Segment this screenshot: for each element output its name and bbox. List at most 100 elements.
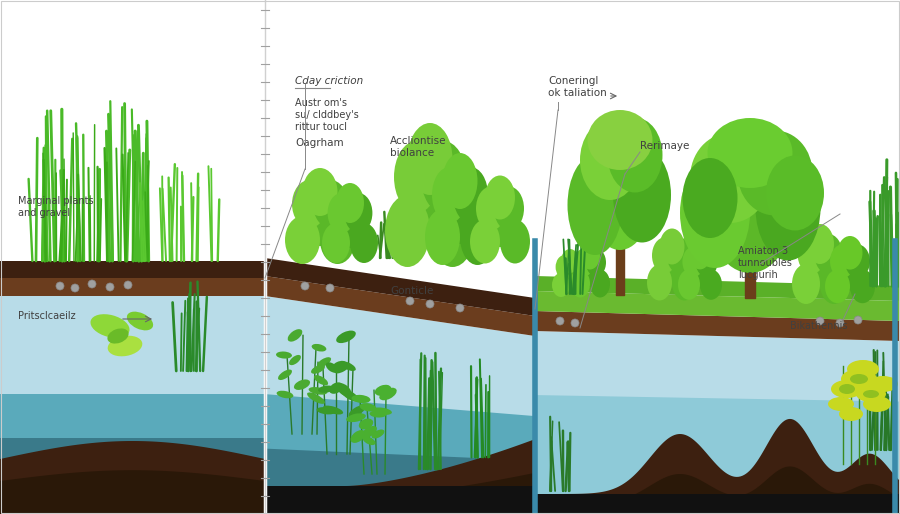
Circle shape xyxy=(406,297,414,305)
Ellipse shape xyxy=(346,413,365,422)
Ellipse shape xyxy=(689,239,711,269)
Circle shape xyxy=(854,316,862,324)
Ellipse shape xyxy=(737,131,813,215)
Circle shape xyxy=(124,281,132,289)
Ellipse shape xyxy=(868,376,898,392)
Ellipse shape xyxy=(348,405,365,417)
Ellipse shape xyxy=(374,385,392,396)
Ellipse shape xyxy=(680,158,750,268)
Text: Cday criction: Cday criction xyxy=(295,76,364,86)
Ellipse shape xyxy=(359,418,374,429)
Polygon shape xyxy=(0,438,265,514)
Ellipse shape xyxy=(667,237,692,273)
Circle shape xyxy=(426,300,434,308)
Text: tunnoubles: tunnoubles xyxy=(738,258,793,268)
Ellipse shape xyxy=(421,141,466,213)
Ellipse shape xyxy=(323,406,343,414)
Ellipse shape xyxy=(561,264,579,288)
Ellipse shape xyxy=(276,352,292,359)
Ellipse shape xyxy=(561,249,579,273)
Ellipse shape xyxy=(408,168,453,240)
Ellipse shape xyxy=(580,120,640,200)
Ellipse shape xyxy=(108,336,142,356)
Ellipse shape xyxy=(850,374,868,384)
Ellipse shape xyxy=(394,141,439,213)
Ellipse shape xyxy=(660,251,685,287)
Ellipse shape xyxy=(370,411,386,417)
Ellipse shape xyxy=(830,244,855,278)
Ellipse shape xyxy=(755,156,821,261)
Ellipse shape xyxy=(337,383,351,396)
Circle shape xyxy=(106,283,114,291)
Ellipse shape xyxy=(568,155,623,255)
Ellipse shape xyxy=(379,388,397,400)
Ellipse shape xyxy=(318,386,334,393)
Ellipse shape xyxy=(309,387,328,395)
Ellipse shape xyxy=(360,403,376,412)
Ellipse shape xyxy=(825,270,850,303)
Polygon shape xyxy=(0,441,265,514)
Ellipse shape xyxy=(311,365,325,374)
Ellipse shape xyxy=(652,237,677,273)
Ellipse shape xyxy=(311,344,327,352)
Ellipse shape xyxy=(850,270,875,303)
Ellipse shape xyxy=(841,369,877,389)
Ellipse shape xyxy=(845,244,870,278)
Text: Amiaton 3: Amiaton 3 xyxy=(738,246,788,256)
Text: rittur toucl: rittur toucl xyxy=(295,122,347,132)
Polygon shape xyxy=(535,291,900,321)
Polygon shape xyxy=(0,274,265,296)
Ellipse shape xyxy=(350,223,378,263)
Ellipse shape xyxy=(91,314,130,338)
Ellipse shape xyxy=(127,311,153,331)
Ellipse shape xyxy=(586,248,606,277)
Ellipse shape xyxy=(485,203,515,247)
Polygon shape xyxy=(265,449,535,514)
Ellipse shape xyxy=(707,118,793,188)
Ellipse shape xyxy=(476,187,506,230)
Polygon shape xyxy=(265,394,535,514)
Polygon shape xyxy=(265,486,535,514)
Text: Marginal plants: Marginal plants xyxy=(18,196,94,206)
Ellipse shape xyxy=(828,397,854,411)
Ellipse shape xyxy=(313,180,348,228)
Ellipse shape xyxy=(363,436,375,445)
Circle shape xyxy=(456,304,464,312)
Ellipse shape xyxy=(276,391,293,398)
Text: lucgurih: lucgurih xyxy=(738,270,778,280)
Ellipse shape xyxy=(430,195,475,267)
Polygon shape xyxy=(0,486,265,514)
Ellipse shape xyxy=(689,258,711,288)
Circle shape xyxy=(71,284,79,292)
Ellipse shape xyxy=(500,219,530,264)
Circle shape xyxy=(836,319,844,327)
Text: Pritsclcaeilz: Pritsclcaeilz xyxy=(18,311,76,321)
Ellipse shape xyxy=(285,216,320,264)
Circle shape xyxy=(571,319,579,327)
Polygon shape xyxy=(535,395,900,514)
Ellipse shape xyxy=(289,355,301,365)
Polygon shape xyxy=(0,470,265,514)
Polygon shape xyxy=(265,296,535,514)
Ellipse shape xyxy=(570,269,590,298)
Ellipse shape xyxy=(678,269,700,300)
Circle shape xyxy=(56,282,64,290)
Ellipse shape xyxy=(585,120,655,250)
Ellipse shape xyxy=(588,110,652,170)
Circle shape xyxy=(556,317,564,325)
Ellipse shape xyxy=(566,255,584,279)
Text: Coneringl: Coneringl xyxy=(548,76,599,86)
Ellipse shape xyxy=(329,382,343,394)
Text: Accliontise: Accliontise xyxy=(390,136,446,146)
Ellipse shape xyxy=(485,175,515,219)
Ellipse shape xyxy=(372,430,384,438)
Ellipse shape xyxy=(337,331,356,343)
Polygon shape xyxy=(535,276,900,301)
Ellipse shape xyxy=(863,396,891,412)
Ellipse shape xyxy=(470,219,500,264)
Ellipse shape xyxy=(797,234,825,274)
Ellipse shape xyxy=(580,242,600,269)
Ellipse shape xyxy=(590,269,610,298)
Ellipse shape xyxy=(460,209,495,265)
Ellipse shape xyxy=(336,208,364,248)
